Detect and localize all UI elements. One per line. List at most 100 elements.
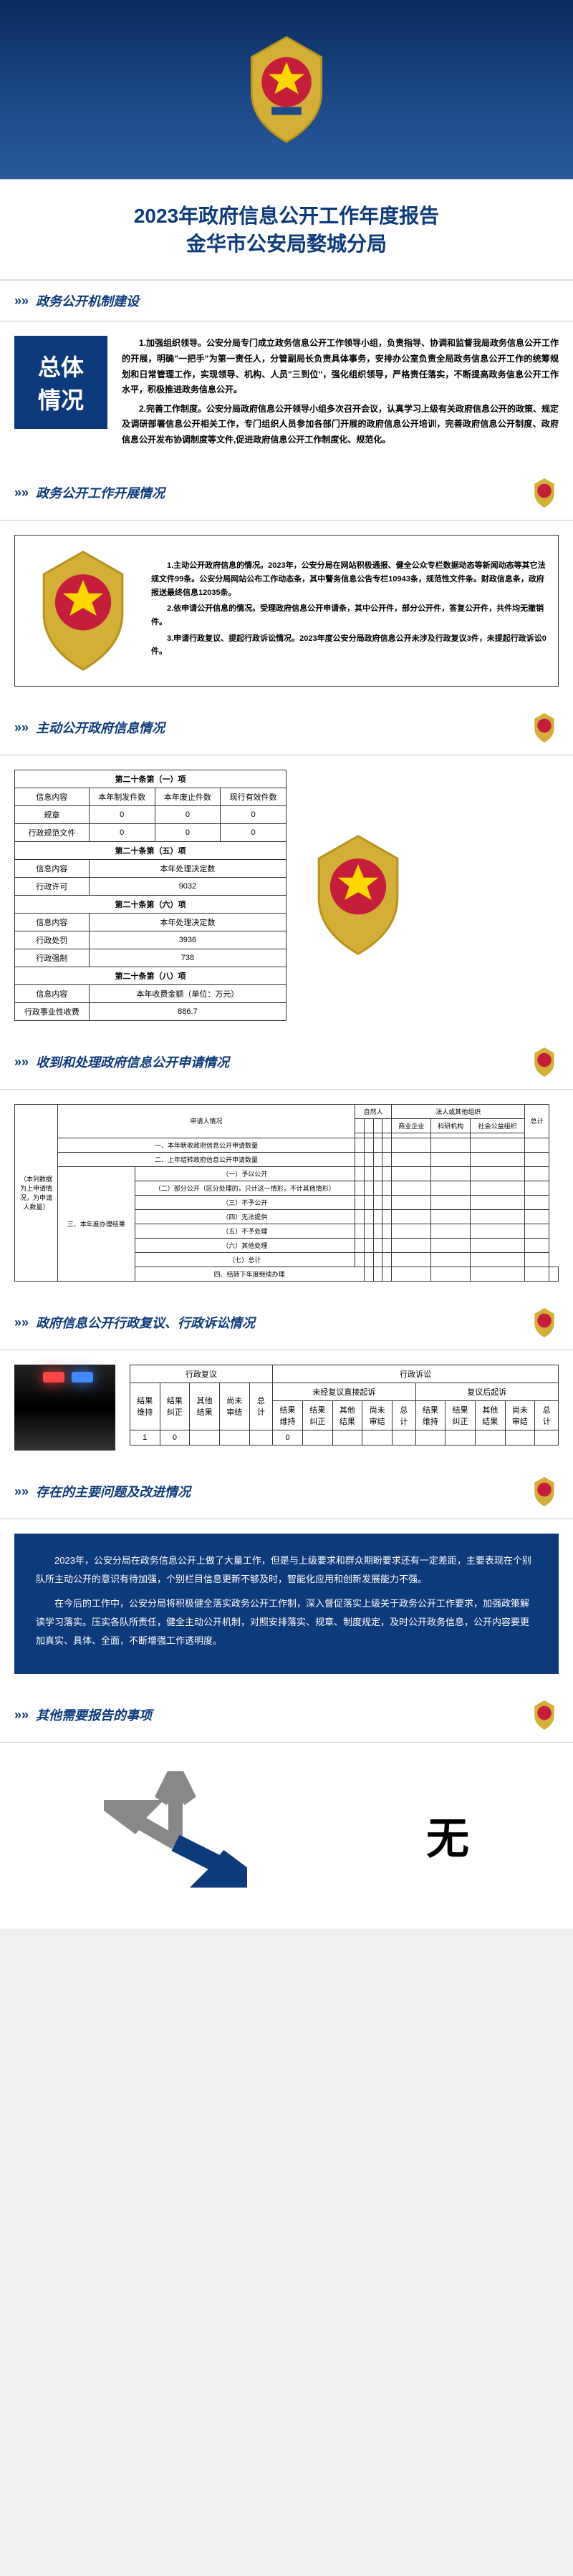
chevron-icon: »»: [14, 1484, 29, 1499]
application-table: （本列数据为上申请情况，为申请人数量）申请人情况自然人法人或其他组织总计 商业企…: [14, 1104, 559, 1282]
table-cell: 未经复议直接起诉: [273, 1383, 415, 1400]
overview-label-1: 总体: [38, 349, 84, 382]
table-cell: 本年处理决定数: [89, 913, 286, 931]
table-cell: 886.7: [89, 1002, 286, 1020]
police-badge-icon: [530, 477, 559, 509]
issues-p2: 在今后的工作中，公安分局将积极健全落实政务公开工作制，深入督促落实上级关于政务公…: [36, 1594, 537, 1650]
table-cell: 其他结果: [332, 1400, 362, 1430]
arrows-icon: [104, 1771, 247, 1900]
police-badge-medium: [301, 831, 415, 959]
table-cell: 复议后起诉: [415, 1383, 558, 1400]
table-cell: 信息内容: [15, 859, 90, 877]
table-cell: 结果纠正: [302, 1400, 332, 1430]
table-cell: 现行有效件数: [221, 788, 286, 805]
table-cell: 结果维持: [273, 1400, 303, 1430]
table-header: 第二十条第（一）项: [15, 770, 286, 788]
police-badge-icon: [530, 712, 559, 744]
section-title: 政府信息公开行政复议、行政诉讼情况: [36, 1313, 530, 1332]
table-cell: 规章: [15, 805, 90, 823]
overview-box: 总体 情况: [14, 336, 107, 429]
table-cell: 总计: [535, 1400, 559, 1430]
progress-p1: 1.主动公开政府信息的情况。2023年，公安分局在网站积极通报、健全公众专栏数据…: [151, 559, 547, 599]
table-cell: 行政规范文件: [15, 823, 90, 841]
police-badge-icon: [530, 1476, 559, 1508]
overview-text: 1.加强组织领导。公安分局专门成立政务信息公开工作领导小组，负责指导、协调和监督…: [122, 336, 559, 451]
table-cell: 0: [221, 805, 286, 823]
table-cell: 3936: [89, 931, 286, 949]
chevron-icon: »»: [14, 294, 29, 309]
table-cell: 结果维持: [130, 1383, 160, 1430]
overview-p2: 2.完善工作制度。公安分局政府信息公开领导小组多次召开会议，认真学习上级有关政府…: [122, 402, 559, 448]
table-cell: 结果纠正: [160, 1383, 190, 1430]
siren-red: [43, 1372, 64, 1383]
table-cell: 尚未审结: [362, 1400, 393, 1430]
table-cell: 738: [89, 949, 286, 967]
report-title-line2: 金华市公安局婺城分局: [14, 230, 559, 258]
table-cell: 本年废止件数: [155, 788, 221, 805]
table-cell: 0: [155, 823, 221, 841]
police-badge-icon: [530, 1046, 559, 1078]
section-title: 政务公开机制建设: [36, 291, 559, 310]
application-table-section: （本列数据为上申请情况，为申请人数量）申请人情况自然人法人或其他组织总计 商业企…: [0, 1090, 573, 1296]
table-cell: 信息内容: [15, 913, 90, 931]
table-cell: 信息内容: [15, 984, 90, 1002]
table-cell: 9032: [89, 877, 286, 895]
police-car-image: [14, 1365, 115, 1451]
table-cell: 0: [89, 805, 155, 823]
section-header-5: »» 政府信息公开行政复议、行政诉讼情况: [0, 1296, 573, 1350]
table-header: 第二十条第（六）项: [15, 895, 286, 913]
table-cell: 行政许可: [15, 877, 90, 895]
police-badge-icon: [530, 1699, 559, 1731]
litigation-table: 行政复议行政诉讼 结果维持结果纠正其他结果尚未审结总计未经复议直接起诉复议后起诉…: [130, 1365, 559, 1446]
report-header: [0, 0, 573, 179]
table-cell: 0: [89, 823, 155, 841]
overview-p1: 1.加强组织领导。公安分局专门成立政务信息公开工作领导小组，负责指导、协调和监督…: [122, 336, 559, 397]
table-header: 行政复议: [130, 1365, 272, 1383]
table-cell: 总计: [392, 1400, 415, 1430]
progress-p2: 2.依申请公开信息的情况。受理政府信息公开申请条，其中公开件，部分公开件，答复公…: [151, 602, 547, 629]
overview-label-2: 情况: [38, 382, 84, 415]
police-badge-large: [236, 32, 337, 147]
siren-blue: [72, 1372, 93, 1383]
section-header-2: »» 政务公开工作开展情况: [0, 466, 573, 520]
table-cell: 尚未审结: [219, 1383, 249, 1430]
table-cell: 0: [273, 1430, 303, 1445]
table-cell: 本年处理决定数: [89, 859, 286, 877]
table-cell: 本年收费金额（单位：万元）: [89, 984, 286, 1002]
info-table-section: 第二十条第（一）项 信息内容本年制发件数本年废止件数现行有效件数 规章000 行…: [0, 755, 573, 1035]
issues-p1: 2023年，公安分局在政务信息公开上做了大量工作，但是与上级要求和群众期盼要求还…: [36, 1551, 537, 1589]
table-header: 第二十条第（五）项: [15, 841, 286, 859]
work-progress-text: 1.主动公开政府信息的情况。2023年，公安分局在网站积极通报、健全公众专栏数据…: [151, 559, 547, 662]
progress-p3: 3.申请行政复议、提起行政诉讼情况。2023年度公安分局政府信息公开未涉及行政复…: [151, 632, 547, 659]
table-header: 第二十条第（八）项: [15, 967, 286, 984]
table-cell: 行政事业性收费: [15, 1002, 90, 1020]
table-cell: 0: [221, 823, 286, 841]
section-header-1: »» 政务公开机制建设: [0, 281, 573, 321]
issues-block: 2023年，公安分局在政务信息公开上做了大量工作，但是与上级要求和群众期盼要求还…: [14, 1534, 559, 1674]
title-section: 2023年政府信息公开工作年度报告 金华市公安局婺城分局: [0, 179, 573, 281]
section-header-4: »» 收到和处理政府信息公开申请情况: [0, 1035, 573, 1090]
table-cell: 0: [155, 805, 221, 823]
chevron-icon: »»: [14, 1708, 29, 1723]
table-cell: 本年制发件数: [89, 788, 155, 805]
section-header-6: »» 存在的主要问题及改进情况: [0, 1465, 573, 1519]
chevron-icon: »»: [14, 485, 29, 500]
section-title: 主动公开政府信息情况: [36, 718, 530, 737]
table-cell: 结果维持: [415, 1400, 446, 1430]
report-title-line1: 2023年政府信息公开工作年度报告: [14, 202, 559, 230]
final-text: 无: [426, 1804, 469, 1866]
table-cell: 总计: [249, 1383, 273, 1430]
section-title: 收到和处理政府信息公开申请情况: [36, 1052, 530, 1071]
litigation-section: 行政复议行政诉讼 结果维持结果纠正其他结果尚未审结总计未经复议直接起诉复议后起诉…: [0, 1350, 573, 1465]
table-cell: 信息内容: [15, 788, 90, 805]
section-title: 其他需要报告的事项: [36, 1705, 530, 1724]
chevron-icon: »»: [14, 1055, 29, 1070]
table-cell: 0: [160, 1430, 190, 1445]
section-title: 存在的主要问题及改进情况: [36, 1482, 530, 1501]
police-badge-medium: [26, 546, 140, 675]
police-badge-icon: [530, 1307, 559, 1339]
table-cell: 行政处罚: [15, 931, 90, 949]
table-header: 行政诉讼: [273, 1365, 559, 1383]
table-cell: 尚未审结: [505, 1400, 535, 1430]
chevron-icon: »»: [14, 720, 29, 735]
